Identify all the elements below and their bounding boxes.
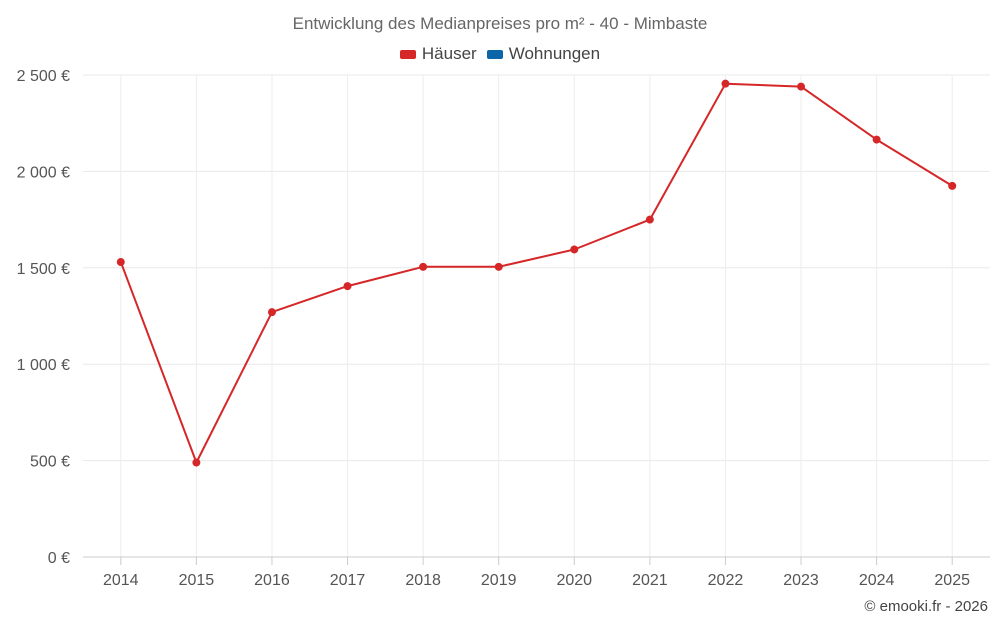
legend-item-wohnungen[interactable]: Wohnungen <box>486 44 601 64</box>
x-tick-label: 2023 <box>783 572 819 589</box>
y-tick-label: 1 500 € <box>17 261 70 278</box>
chart-title: Entwicklung des Medianpreises pro m² - 4… <box>292 14 708 33</box>
legend-swatch-haeuser <box>399 49 416 59</box>
x-tick-label: 2017 <box>330 572 366 589</box>
data-point <box>570 245 579 254</box>
y-tick-label: 500 € <box>30 454 70 471</box>
data-point <box>872 135 881 144</box>
x-tick-label: 2016 <box>254 572 290 589</box>
data-point <box>343 282 352 291</box>
x-tick-label: 2019 <box>481 572 517 589</box>
data-point <box>494 262 503 271</box>
y-tick-label: 1 000 € <box>17 357 70 374</box>
legend-item-haeuser[interactable]: Häuser <box>399 44 477 64</box>
data-point <box>721 79 730 88</box>
y-tick-label: 0 € <box>48 550 70 567</box>
data-point <box>645 215 654 224</box>
x-tick-label: 2024 <box>859 572 895 589</box>
legend-label-wohnungen: Wohnungen <box>508 44 601 63</box>
x-tick-label: 2022 <box>708 572 744 589</box>
x-tick-label: 2015 <box>179 572 215 589</box>
y-tick-label: 2 000 € <box>17 164 70 181</box>
data-point <box>797 82 806 91</box>
data-point <box>948 181 957 190</box>
x-tick-label: 2020 <box>556 572 592 589</box>
y-tick-label: 2 500 € <box>17 68 70 85</box>
x-tick-label: 2014 <box>103 572 139 589</box>
series-line-0 <box>119 82 953 464</box>
legend-label-haeuser: Häuser <box>421 44 477 63</box>
data-point <box>419 262 428 271</box>
x-tick-label: 2025 <box>934 572 970 589</box>
data-point <box>192 458 201 467</box>
credit-text: © emooki.fr - 2026 <box>864 598 988 615</box>
x-tick-label: 2018 <box>405 572 441 589</box>
legend: Häuser Wohnungen <box>0 44 1000 64</box>
x-tick-label: 2021 <box>632 572 668 589</box>
data-point <box>116 258 125 267</box>
data-point <box>267 308 276 317</box>
legend-swatch-wohnungen <box>486 49 503 59</box>
